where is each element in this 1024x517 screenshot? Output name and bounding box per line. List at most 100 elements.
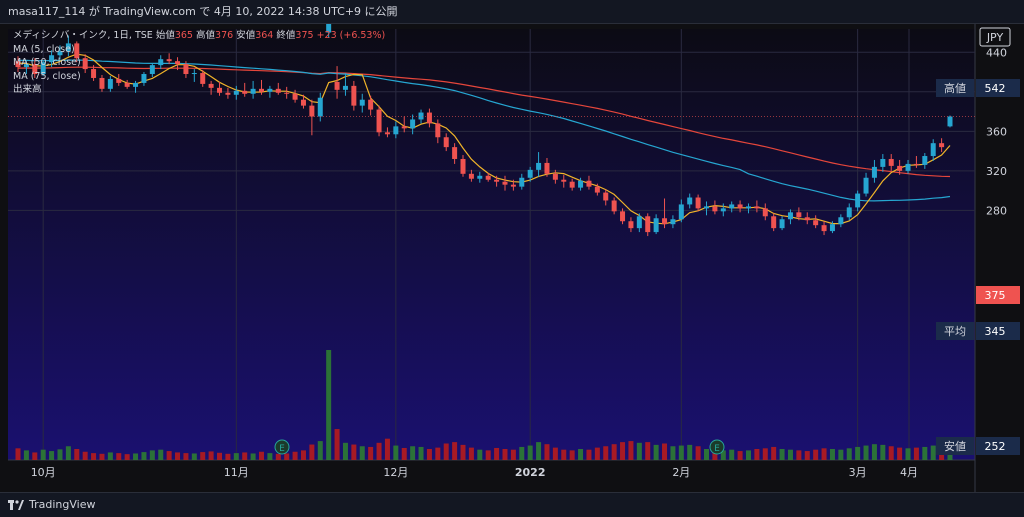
earnings-marker[interactable] [709, 439, 725, 455]
volume-bar [578, 449, 584, 460]
volume-bar [704, 449, 710, 460]
candle-body [23, 64, 29, 68]
legend-ma50[interactable]: MA (50, close) [13, 57, 81, 68]
volume-bar [737, 451, 743, 460]
candle-body [536, 162, 542, 170]
candle-body [460, 158, 466, 174]
candle-body [603, 192, 609, 201]
price-tick-label: 280 [986, 204, 1007, 217]
volume-bar [124, 454, 130, 460]
candle-body [947, 116, 953, 127]
volume-bar [502, 449, 508, 460]
volume-bar [888, 446, 894, 460]
candle-body [611, 200, 617, 212]
tradingview-brand[interactable]: TradingView [8, 498, 95, 511]
volume-bar [200, 452, 206, 460]
price-tag-label: 平均 [944, 325, 966, 338]
volume-bar [468, 447, 474, 460]
volume-bar [175, 452, 181, 460]
candle-body [359, 99, 365, 106]
chart-area[interactable]: 28032036040044048052056010月11月12月20222月3… [0, 0, 1024, 492]
legend-volume[interactable]: 出来高 [13, 84, 42, 95]
candle-body [737, 204, 743, 209]
candlestick-chart[interactable]: 28032036040044048052056010月11月12月20222月3… [0, 0, 1024, 492]
candle-body [267, 88, 273, 92]
volume-bar [762, 448, 768, 460]
candle-body [309, 105, 315, 117]
price-tag-value-bg [976, 286, 1020, 304]
candle-body [888, 158, 894, 166]
candle-body [426, 112, 432, 124]
volume-bar [183, 453, 189, 460]
candle-body [468, 173, 474, 179]
candle-body [804, 217, 810, 221]
close-value: 375 [295, 30, 314, 41]
volume-bar [225, 453, 231, 460]
candle-body [351, 85, 357, 106]
candle-body [645, 216, 651, 233]
volume-bar [99, 453, 105, 460]
time-tick-label: 11月 [224, 466, 249, 479]
volume-bar [729, 449, 735, 460]
candle-body [393, 126, 399, 135]
candle-body [258, 88, 264, 92]
volume-bar [158, 449, 164, 460]
volume-bar [628, 441, 634, 460]
price-tag-label: 安値 [944, 439, 966, 453]
volume-bar [342, 442, 348, 460]
candle-body [233, 90, 239, 95]
volume-bar [620, 442, 626, 460]
volume-bar [384, 438, 390, 460]
candle-body [477, 175, 483, 179]
price-tag-value: 345 [985, 325, 1006, 338]
candle-body [141, 74, 147, 83]
candle-body [796, 212, 802, 218]
candle-body [74, 43, 80, 59]
volume-bar [15, 448, 21, 460]
candle-body [443, 137, 449, 148]
candle-body [183, 64, 189, 75]
price-tick-label: 360 [986, 125, 1007, 138]
candle-body [124, 82, 130, 87]
price-tag-value: 542 [985, 82, 1006, 95]
volume-bar [779, 449, 785, 460]
volume-bar [594, 447, 600, 460]
candle-body [200, 73, 206, 84]
volume-bar [368, 446, 374, 460]
candle-body [82, 58, 88, 70]
volume-bar [863, 445, 869, 460]
candle-body [292, 93, 298, 100]
volume-bar [536, 442, 542, 460]
candle-body [401, 126, 407, 129]
volume-bar [838, 449, 844, 460]
volume-bar [829, 449, 835, 460]
earnings-marker[interactable] [274, 439, 290, 455]
candle-body [913, 163, 919, 165]
candle-body [670, 219, 676, 225]
candle-body [342, 85, 348, 90]
candle-body [838, 217, 844, 225]
candle-body [704, 206, 710, 209]
price-tag-value-bg [976, 79, 1020, 97]
volume-bar [771, 446, 777, 460]
candle-body [107, 78, 113, 89]
legend-ma75[interactable]: MA (75, close) [13, 70, 81, 82]
legend-ma5[interactable]: MA (5, close) [13, 43, 75, 55]
earnings-marker-label: E [714, 444, 720, 454]
candle-body [452, 147, 458, 159]
volume-bar [687, 444, 693, 460]
volume-bar [410, 446, 416, 460]
candle-body [620, 211, 626, 222]
price-tag-value: 375 [985, 289, 1006, 302]
plot-background [8, 29, 975, 460]
volume-bar [519, 446, 525, 460]
currency-button[interactable] [979, 27, 1011, 47]
ma50-line [17, 59, 951, 202]
volume-bar [426, 449, 432, 460]
price-tag-label-bg [936, 437, 974, 455]
candle-body [32, 64, 38, 75]
candle-body [821, 225, 827, 232]
time-tick-label: 10月 [31, 466, 56, 479]
footer: TradingView [0, 492, 1024, 517]
volume-bar [258, 451, 264, 460]
